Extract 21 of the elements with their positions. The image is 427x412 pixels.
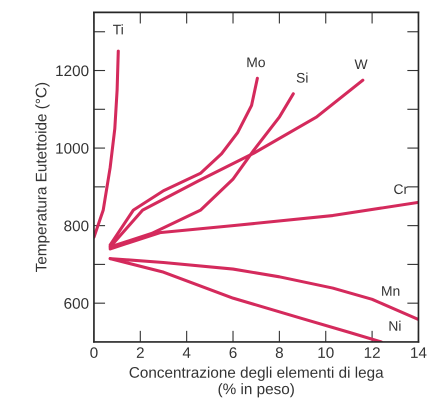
x-tick-label: 12 xyxy=(364,347,380,358)
x-tick-label: 4 xyxy=(182,347,190,358)
x-tick-label: 0 xyxy=(90,347,98,358)
x-tick-label: 2 xyxy=(136,347,144,358)
annotation: Ti xyxy=(113,24,123,34)
y-tick-label: 1200 xyxy=(56,65,88,76)
annotation: Mo xyxy=(247,58,265,68)
x-tick-label: 10 xyxy=(318,347,334,358)
y-axis-title: Temperatura Eutettoide (°C) xyxy=(35,82,50,272)
x-tick-label: 8 xyxy=(276,347,283,358)
annotation: Mn xyxy=(382,286,400,296)
x-tick-label: 6 xyxy=(230,347,237,358)
y-tick-label: 600 xyxy=(64,298,88,309)
x-tick-label: 14 xyxy=(411,347,427,358)
y-tick-label: 1000 xyxy=(56,142,88,154)
x-axis-title: Concentrazione degli elementi di lega (% in peso) xyxy=(130,366,384,398)
annotation: Si xyxy=(296,72,308,83)
annotation: W xyxy=(354,59,368,70)
annotation: Ni xyxy=(389,320,400,331)
annotation: Cr xyxy=(394,184,408,194)
y-tick-label: 800 xyxy=(64,220,88,232)
